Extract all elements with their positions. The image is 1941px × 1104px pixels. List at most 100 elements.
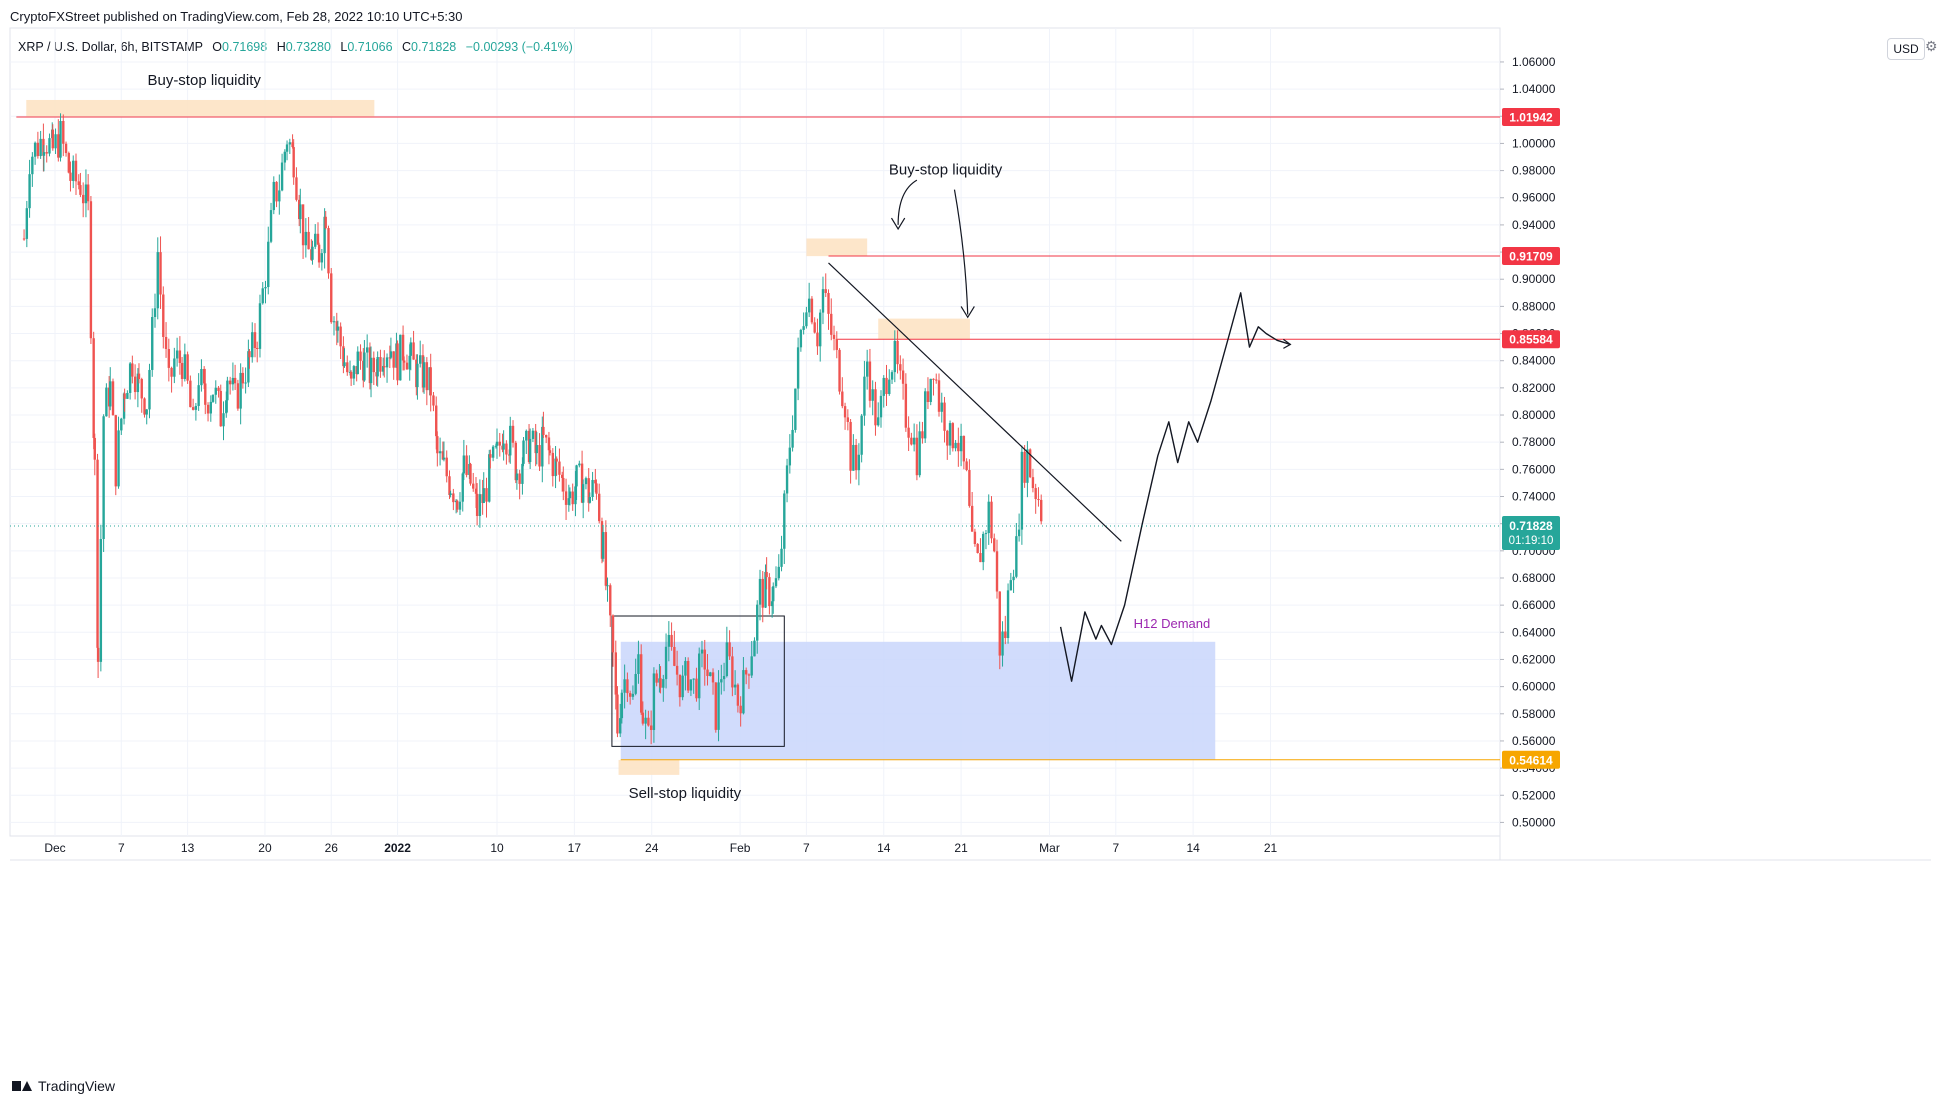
candle-body (57, 134, 60, 158)
arrow-left (897, 179, 918, 225)
candle-body (239, 372, 242, 409)
candle-body (388, 357, 392, 359)
candle-body (628, 693, 632, 697)
candle (1040, 494, 1043, 525)
candle-body (551, 452, 555, 477)
candle-body (54, 134, 57, 149)
candle-body (899, 364, 902, 371)
candle (764, 564, 767, 608)
x-tick-label: Dec (44, 841, 65, 855)
candle-body (768, 577, 771, 607)
candle-body (25, 208, 29, 239)
candle-body (827, 292, 830, 314)
x-tick-label: 24 (645, 841, 659, 855)
candle (383, 350, 386, 378)
candle-body (99, 539, 103, 662)
candle (664, 633, 668, 689)
candle-body (339, 326, 342, 347)
candle-body (114, 415, 117, 487)
candle (399, 334, 402, 381)
candle-body (320, 253, 324, 263)
candle-body (574, 486, 577, 505)
candle (1031, 468, 1035, 493)
candle-body (399, 334, 402, 381)
candle-body (409, 342, 413, 356)
candle-body (907, 427, 910, 438)
candle-body (810, 298, 814, 323)
candle-body (720, 679, 723, 683)
candle (200, 359, 203, 392)
annotation-label: Buy-stop liquidity (889, 162, 1003, 179)
candle (114, 414, 117, 496)
candle (959, 423, 963, 467)
open-value: 0.71698 (222, 40, 268, 54)
y-tick-label: 0.62000 (1512, 652, 1556, 666)
candle-body (692, 678, 695, 680)
candle-body (728, 642, 731, 657)
candle (419, 340, 422, 368)
candle-body (777, 566, 780, 579)
level-badge (1502, 247, 1560, 266)
level-badge (1502, 108, 1560, 127)
candle-body (595, 483, 598, 494)
candle (628, 690, 632, 705)
candle-body (637, 654, 640, 674)
candle (965, 458, 968, 472)
candle (717, 670, 720, 742)
candle (575, 464, 578, 500)
candle (74, 153, 78, 195)
candle-body (1015, 536, 1018, 577)
tradingview-logo-icon (12, 1079, 32, 1093)
candle (525, 429, 528, 454)
candle (425, 357, 429, 406)
candle (548, 445, 552, 456)
candle-body (772, 586, 775, 602)
candle-body (449, 493, 452, 495)
y-tick-label: 0.90000 (1512, 272, 1556, 286)
candle-body (327, 228, 330, 274)
candle (332, 316, 336, 336)
candle (54, 128, 57, 155)
buy-stop-zone-1 (26, 99, 375, 117)
symbol-title[interactable]: XRP / U.S. Dollar, 6h, BITSTAMP (18, 40, 203, 54)
candle-body (159, 252, 162, 295)
candle-body (456, 500, 459, 510)
candle-body (896, 340, 899, 365)
annotation-label: Sell-stop liquidity (629, 785, 742, 802)
candle-body (591, 479, 594, 498)
candle-body (42, 138, 45, 156)
candle (976, 542, 979, 554)
candle-body (843, 406, 847, 418)
candle (929, 378, 932, 406)
candle (912, 423, 916, 452)
candle-body (81, 194, 85, 204)
candle (788, 434, 792, 474)
y-tick-label: 0.80000 (1512, 408, 1556, 422)
y-tick-label: 0.64000 (1512, 625, 1556, 639)
candle (258, 294, 262, 358)
candle-body (611, 615, 615, 653)
candle-body (79, 185, 82, 195)
candle (89, 195, 93, 345)
demand-zone-label: H12 Demand (1134, 616, 1211, 631)
candle (761, 571, 764, 623)
candle-body (514, 442, 517, 481)
candle-body (502, 443, 505, 450)
candle (140, 377, 143, 413)
candle-body (647, 717, 650, 726)
candle (502, 430, 505, 461)
candle-body (332, 321, 336, 323)
candle (940, 392, 943, 423)
candle (562, 466, 565, 501)
candle (111, 378, 115, 416)
candle (432, 392, 435, 412)
candle-body (667, 634, 671, 647)
open-label: O (212, 40, 223, 54)
gear-icon[interactable]: ⚙ (1925, 38, 1938, 54)
candle-body (830, 313, 833, 335)
candle-body (42, 152, 46, 156)
currency-button[interactable]: USD (1887, 38, 1925, 60)
candle-body (885, 377, 888, 394)
candle (725, 626, 729, 678)
